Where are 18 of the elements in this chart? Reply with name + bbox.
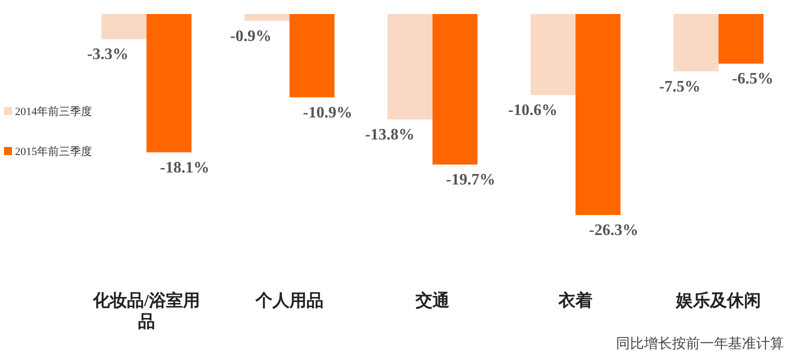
data-label: -18.1% xyxy=(160,159,210,176)
data-label: -0.9% xyxy=(230,28,272,45)
data-label: -6.5% xyxy=(732,70,774,88)
x-tick-label: 交通 xyxy=(414,291,450,310)
x-tick-label: 衣着 xyxy=(558,291,592,310)
data-label: -10.6% xyxy=(508,102,558,120)
data-label: -3.3% xyxy=(87,46,128,64)
data-label: -26.3% xyxy=(589,222,638,239)
data-label: -13.8% xyxy=(365,126,414,144)
x-tick-label: 个人用品 xyxy=(254,291,324,310)
text: 同比增长按前一年基准计算 xyxy=(616,336,784,352)
data-label: -19.7% xyxy=(446,172,496,189)
x-tick-label: 娱乐及休闲 xyxy=(675,291,761,310)
x-tick-label: 化妆品/浴室用品 xyxy=(92,291,200,331)
data-label: -7.5% xyxy=(659,78,700,96)
legend-label: 2014年前三季度 xyxy=(15,105,92,118)
data-label: -10.9% xyxy=(303,104,352,122)
legend-label: 2015年前三季度 xyxy=(15,145,92,158)
